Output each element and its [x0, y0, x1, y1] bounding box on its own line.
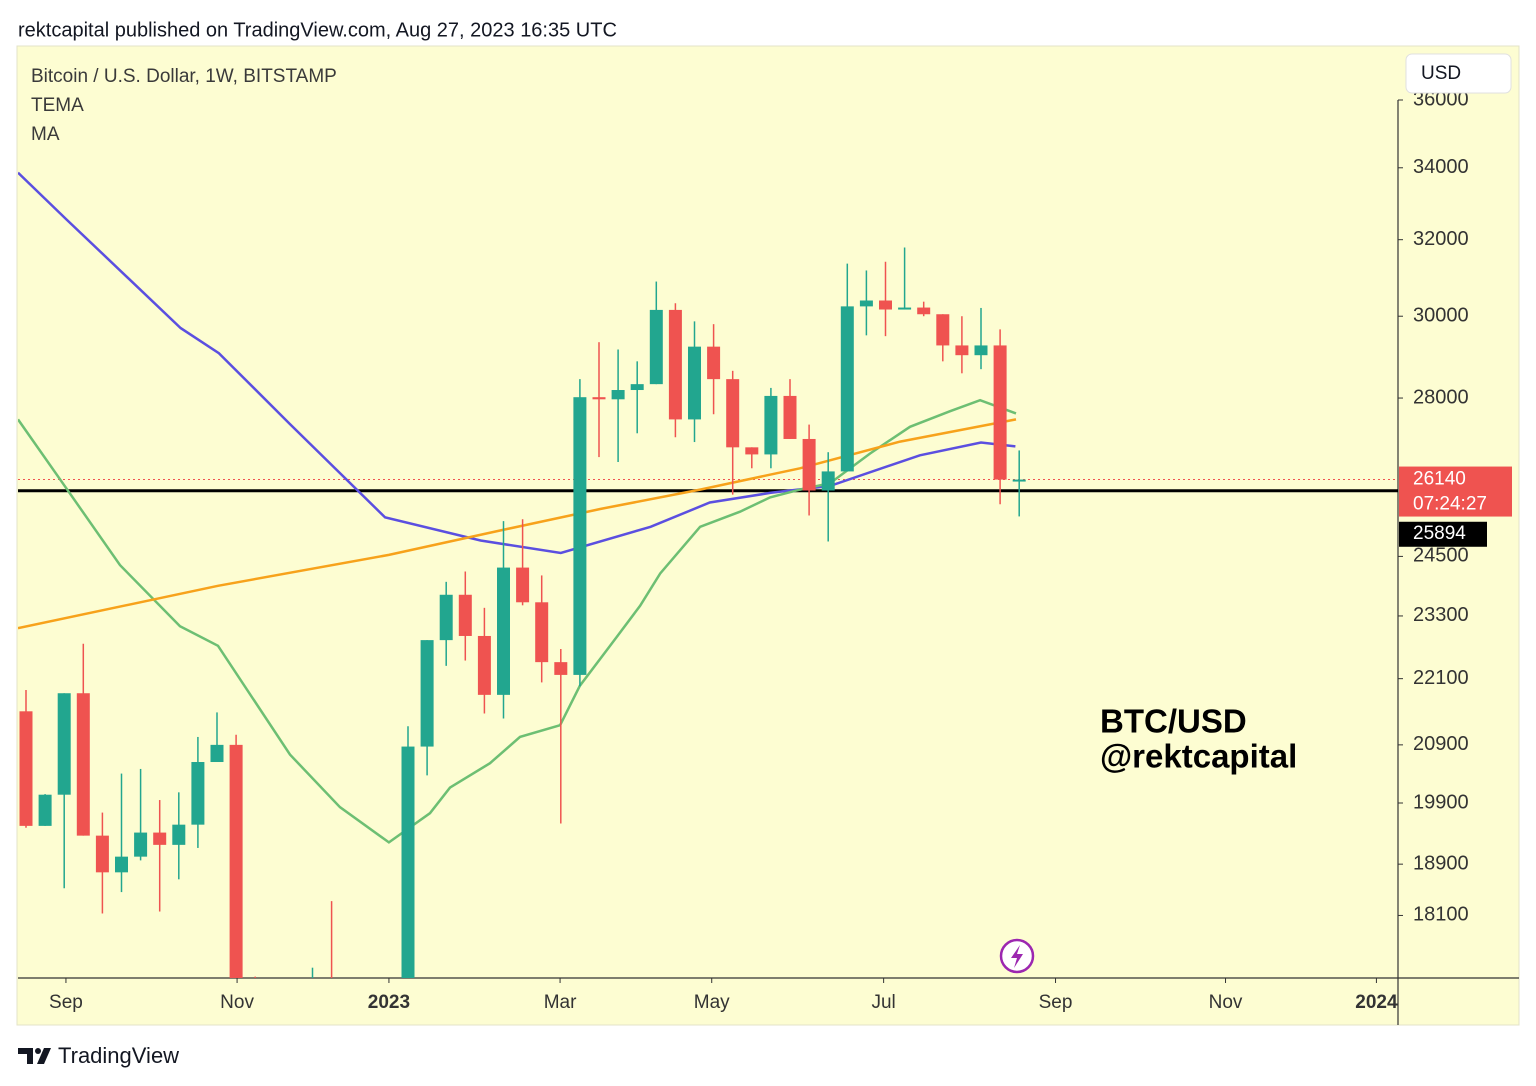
candle-body [439, 594, 453, 641]
candle-body [210, 744, 224, 763]
plot-area [18, 171, 1398, 1040]
y-tick-label: 24500 [1413, 545, 1469, 567]
y-tick-label: 19900 [1413, 791, 1469, 813]
candle-body [19, 711, 33, 826]
footer-brand: TradingView [58, 1043, 179, 1068]
candle-body [458, 594, 472, 636]
candle-body [153, 832, 167, 845]
candle-body [802, 438, 816, 491]
x-tick-label: Sep [49, 992, 83, 1013]
y-tick-label: 28000 [1413, 386, 1469, 408]
candle-body [649, 309, 663, 385]
candle-body [497, 567, 510, 695]
y-tick-label: 23300 [1413, 604, 1469, 626]
watermark: BTC/USD [1100, 703, 1247, 740]
candle-body [420, 640, 434, 747]
candle-body [477, 635, 491, 695]
level-label: 25894 [1413, 523, 1466, 544]
candle-body [115, 856, 128, 873]
candle-body [688, 346, 701, 420]
y-tick-label: 18900 [1413, 852, 1469, 874]
y-tick-label: 30000 [1413, 304, 1469, 326]
candle-body [745, 447, 759, 455]
y-tick-label: 34000 [1413, 156, 1469, 178]
candle-body [38, 794, 52, 826]
candle-body [134, 832, 148, 857]
event-icon-bolt [1011, 945, 1023, 968]
indicator-line [18, 418, 1017, 630]
candle-body [898, 307, 912, 310]
x-tick-label: Nov [220, 992, 254, 1013]
candle-body [668, 309, 682, 420]
watermark: @rektcapital [1100, 738, 1297, 775]
chart-title: Bitcoin / U.S. Dollar, 1W, BITSTAMP [31, 66, 337, 87]
candle-body [993, 345, 1007, 480]
currency-label[interactable]: USD [1421, 63, 1461, 84]
candle-body [707, 346, 721, 380]
x-tick-label: May [694, 992, 730, 1013]
candle-body [191, 762, 205, 825]
x-tick-label: Sep [1039, 992, 1073, 1013]
candle-body [95, 835, 109, 873]
candle-body [917, 307, 931, 315]
x-tick-label: Mar [544, 992, 577, 1013]
candle-body [936, 314, 950, 346]
candle-body [630, 384, 644, 391]
x-tick-label: 2024 [1355, 992, 1398, 1013]
candle-body [859, 300, 873, 307]
candle-body [764, 395, 778, 455]
y-tick-label: 22100 [1413, 667, 1469, 689]
candle-body [1012, 479, 1026, 482]
candle-body [726, 379, 740, 448]
candle-body [840, 306, 854, 472]
y-tick-label: 18100 [1413, 904, 1469, 926]
x-tick-label: 2023 [368, 992, 410, 1013]
candle-body [172, 824, 186, 845]
candle-body [879, 300, 892, 310]
candle-body [57, 693, 71, 795]
logo-part [18, 1048, 33, 1064]
currency-button[interactable] [1405, 53, 1512, 94]
candle-body [554, 662, 568, 675]
y-tick-label: 36000 [1413, 88, 1469, 110]
last-price-badge [1399, 466, 1512, 517]
candle-body [974, 345, 988, 356]
x-tick-label: Jul [871, 992, 895, 1013]
candle-body [955, 345, 969, 356]
indicator-line [18, 171, 1016, 555]
chart-background [16, 45, 1520, 1026]
candle-body [573, 397, 587, 675]
candle-body [611, 390, 625, 400]
candle-body [535, 602, 549, 663]
candle-body [821, 471, 835, 491]
level-badge [1399, 521, 1487, 547]
candle-body [229, 744, 243, 978]
candle-body [592, 397, 606, 400]
y-tick-label: 32000 [1413, 228, 1469, 250]
candle-body [401, 746, 415, 978]
candle-body [268, 1028, 281, 1040]
indicator-label: MA [31, 124, 60, 145]
candle-body [516, 567, 530, 603]
axes: 36000 34000 32000 30000 28000 24500 23300 22100… [49, 88, 1512, 1013]
indicator-label: TEMA [31, 95, 84, 116]
candle-body [249, 1037, 262, 1040]
candle-body [76, 693, 90, 836]
candle-body [783, 395, 797, 439]
y-tick-label: 20900 [1413, 733, 1469, 755]
last-price-label: 26140 [1413, 469, 1466, 490]
countdown-label: 07:24:27 [1413, 494, 1487, 515]
logo-part [37, 1048, 51, 1064]
publish-header: rektcapital published on TradingView.com… [18, 19, 617, 41]
logo-part [35, 1048, 41, 1054]
x-tick-label: Nov [1209, 992, 1243, 1013]
tradingview-logo [18, 1048, 51, 1064]
